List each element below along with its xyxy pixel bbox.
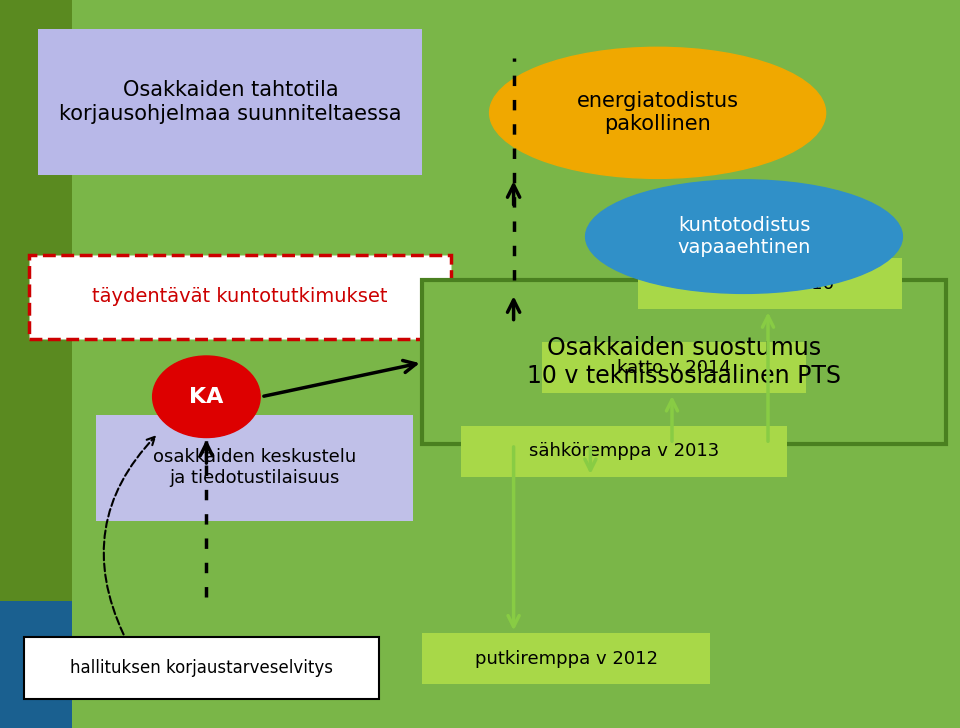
Text: osakkaiden keskustelu
ja tiedotustilaisuus: osakkaiden keskustelu ja tiedotustilaisu… <box>153 448 356 487</box>
FancyBboxPatch shape <box>96 415 413 521</box>
Text: sähköremppa v 2013: sähköremppa v 2013 <box>529 443 719 460</box>
Text: putkiremppa v 2012: putkiremppa v 2012 <box>475 650 658 668</box>
Text: ikkuna v 2016: ikkuna v 2016 <box>707 275 834 293</box>
Text: kuntotodistus
vapaaehtinen: kuntotodistus vapaaehtinen <box>678 216 810 257</box>
Ellipse shape <box>586 180 902 293</box>
FancyBboxPatch shape <box>461 426 787 477</box>
FancyBboxPatch shape <box>542 342 806 393</box>
Text: Osakkaiden suostumus
10 v teknissosiaalinen PTS: Osakkaiden suostumus 10 v teknissosiaali… <box>527 336 841 388</box>
Text: katto v 2014: katto v 2014 <box>617 359 732 376</box>
FancyBboxPatch shape <box>638 258 902 309</box>
Text: hallituksen korjaustarveselvitys: hallituksen korjaustarveselvitys <box>70 659 333 677</box>
FancyBboxPatch shape <box>29 255 451 339</box>
Text: KA: KA <box>189 387 224 407</box>
Text: energiatodistus
pakollinen: energiatodistus pakollinen <box>577 91 738 135</box>
Ellipse shape <box>490 47 826 178</box>
Circle shape <box>153 356 260 438</box>
Text: täydentävät kuntotutkimukset: täydentävät kuntotutkimukset <box>92 287 388 306</box>
FancyBboxPatch shape <box>24 637 379 699</box>
FancyBboxPatch shape <box>38 29 422 175</box>
FancyBboxPatch shape <box>0 601 72 728</box>
Text: Osakkaiden tahtotila
korjausohjelmaa suunniteltaessa: Osakkaiden tahtotila korjausohjelmaa suu… <box>60 80 401 124</box>
FancyBboxPatch shape <box>422 280 946 444</box>
FancyBboxPatch shape <box>0 0 72 728</box>
FancyArrowPatch shape <box>104 437 155 635</box>
FancyBboxPatch shape <box>422 633 710 684</box>
